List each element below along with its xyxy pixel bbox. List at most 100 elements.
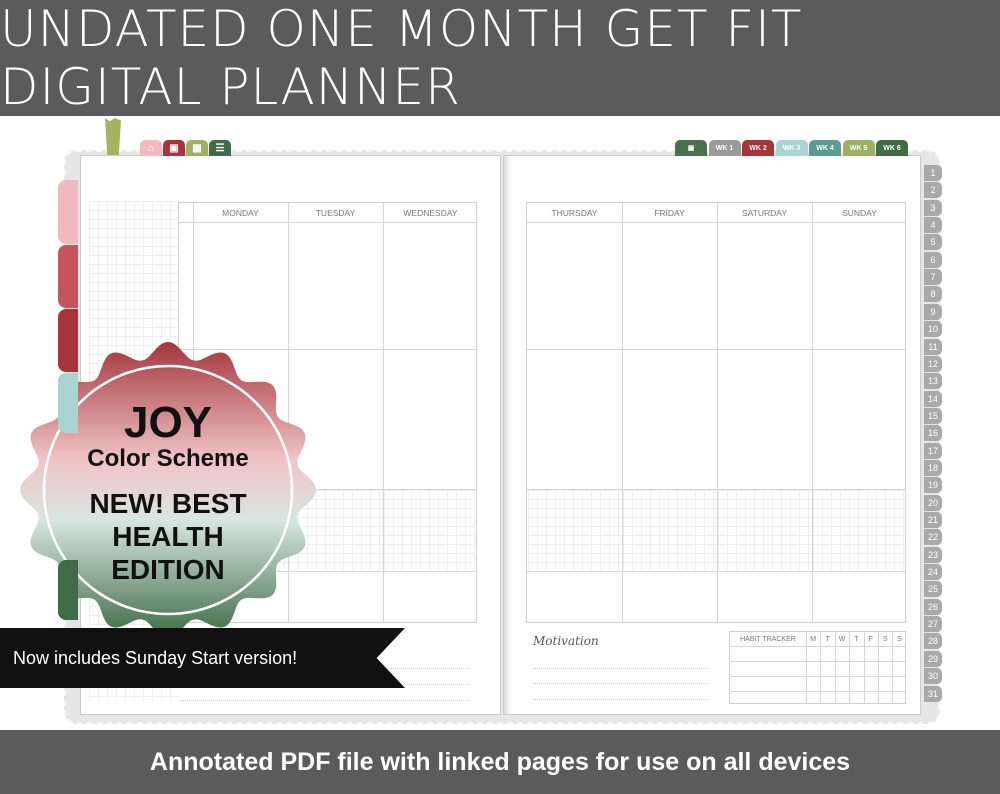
day-tab-8[interactable]: 8	[924, 286, 942, 303]
divider	[527, 489, 905, 490]
tab-grid[interactable]: ▦	[186, 140, 208, 156]
habit-tracker: HABIT TRACKER M T W T F S S	[729, 631, 906, 704]
week-tab-label: WK 3	[782, 144, 801, 152]
week-tab-2[interactable]: WK 2	[742, 140, 774, 156]
week-tab-1[interactable]: WK 1	[708, 140, 741, 156]
grid-area	[528, 490, 622, 570]
week-tab-label: WK 4	[816, 144, 834, 152]
day-tab-16[interactable]: 16	[924, 425, 942, 442]
notes-line[interactable]	[180, 700, 470, 701]
divider	[383, 203, 384, 622]
day-tab-6[interactable]: 6	[924, 251, 942, 268]
week-tab-0[interactable]: ▣	[675, 140, 707, 156]
day-cell[interactable]	[717, 222, 812, 349]
title: UNDATED ONE MONTH GET FIT DIGITAL PLANNE…	[0, 0, 803, 116]
day-cell[interactable]	[622, 349, 717, 489]
title-banner: UNDATED ONE MONTH GET FIT DIGITAL PLANNE…	[0, 0, 1000, 116]
day-tab-15[interactable]: 15	[924, 407, 942, 424]
divider	[730, 661, 905, 662]
day-tab-26[interactable]: 26	[924, 598, 942, 615]
day-cell[interactable]	[383, 489, 478, 571]
habit-day: S	[897, 635, 902, 643]
tab-calendar[interactable]: ▣	[163, 140, 185, 156]
habit-title: HABIT TRACKER	[740, 635, 796, 643]
day-tab-13[interactable]: 13	[924, 373, 942, 390]
divider	[730, 646, 905, 647]
badge-line-4: HEALTH	[112, 521, 224, 552]
day-tab-10[interactable]: 10	[924, 321, 942, 338]
week-tab-4[interactable]: WK 4	[809, 140, 841, 156]
day-tab-7[interactable]: 7	[924, 269, 942, 286]
day-tab-28[interactable]: 28	[924, 633, 942, 650]
day-cell[interactable]	[383, 222, 478, 349]
side-tab[interactable]	[58, 309, 78, 372]
side-tab[interactable]	[58, 245, 78, 308]
day-cell[interactable]	[717, 349, 812, 489]
day-tab-3[interactable]: 3	[924, 199, 942, 216]
day-tab-30[interactable]: 30	[924, 668, 942, 685]
day-tab-14[interactable]: 14	[924, 390, 942, 407]
day-tab-18[interactable]: 18	[924, 459, 942, 476]
side-tab[interactable]	[58, 560, 78, 620]
right-page	[503, 155, 921, 715]
day-tab-2[interactable]: 2	[924, 182, 942, 199]
day-cell[interactable]	[288, 222, 383, 349]
side-tab[interactable]	[58, 373, 78, 433]
day-tab-12[interactable]: 12	[924, 355, 942, 372]
day-cell[interactable]	[527, 489, 622, 571]
ribbon-banner: Now includes Sunday Start version!	[0, 628, 405, 688]
day-tab-27[interactable]: 27	[924, 616, 942, 633]
day-tab-1[interactable]: 1	[924, 165, 942, 181]
badge-line-1: JOY	[123, 398, 213, 447]
calendar-icon: ▣	[687, 145, 695, 152]
tab-list[interactable]: ☰	[209, 140, 231, 156]
divider	[878, 632, 879, 703]
day-tab-5[interactable]: 5	[924, 234, 942, 251]
day-cell[interactable]	[812, 349, 907, 489]
badge-line-3: NEW! BEST	[89, 488, 247, 519]
day-tab-11[interactable]: 11	[924, 338, 942, 355]
badge	[20, 342, 316, 638]
day-tab-21[interactable]: 21	[924, 512, 942, 528]
side-tab[interactable]	[58, 180, 78, 244]
day-tab-9[interactable]: 9	[924, 303, 942, 320]
habit-day: T	[825, 635, 830, 643]
day-tab-4[interactable]: 4	[924, 217, 942, 234]
habit-day: M	[810, 635, 817, 643]
divider	[179, 349, 476, 350]
day-tab-19[interactable]: 19	[924, 477, 942, 494]
divider	[812, 203, 813, 622]
divider	[717, 203, 718, 622]
day-tab-31[interactable]: 31	[924, 685, 942, 702]
day-tab-23[interactable]: 23	[924, 546, 942, 563]
day-tab-25[interactable]: 25	[924, 581, 942, 598]
week-tab-5[interactable]: WK 5	[842, 140, 875, 156]
motivation-line[interactable]	[533, 668, 708, 669]
motivation-line[interactable]	[533, 683, 708, 684]
day-tab-17[interactable]: 17	[924, 442, 942, 459]
footer-banner: Annotated PDF file with linked pages for…	[0, 730, 1000, 794]
day-tab-20[interactable]: 20	[924, 494, 942, 511]
day-tab-22[interactable]: 22	[924, 529, 942, 546]
day-cell[interactable]	[383, 349, 478, 489]
tab-home[interactable]: ⌂	[140, 140, 162, 156]
day-cell[interactable]	[812, 222, 907, 349]
day-cell[interactable]	[193, 222, 288, 349]
day-tab-29[interactable]: 29	[924, 650, 942, 667]
week-tab-3[interactable]: WK 3	[775, 140, 808, 156]
day-header: WEDNESDAY	[403, 207, 458, 218]
motivation-line[interactable]	[533, 699, 708, 700]
divider	[288, 203, 289, 622]
week-tab-6[interactable]: WK 6	[876, 140, 908, 156]
divider	[806, 632, 807, 703]
day-cell[interactable]	[717, 489, 812, 571]
day-cell[interactable]	[622, 489, 717, 571]
day-cell[interactable]	[527, 222, 622, 349]
day-tab-24[interactable]: 24	[924, 564, 942, 581]
day-cell[interactable]	[527, 349, 622, 489]
day-header: MONDAY	[222, 207, 259, 218]
divider	[730, 691, 905, 692]
day-cell[interactable]	[622, 222, 717, 349]
day-cell[interactable]	[812, 489, 907, 571]
motivation-label: Motivation	[533, 634, 599, 648]
